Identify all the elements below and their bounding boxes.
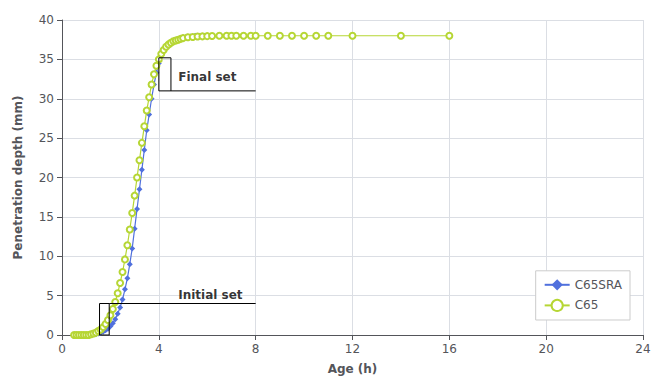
svg-text:35: 35 [39, 52, 54, 66]
svg-text:20: 20 [539, 342, 554, 356]
svg-text:24: 24 [635, 342, 650, 356]
svg-text:0: 0 [46, 328, 54, 342]
svg-text:C65SRA: C65SRA [575, 278, 623, 292]
svg-text:Penetration depth (mm): Penetration depth (mm) [11, 96, 25, 260]
svg-text:4: 4 [155, 342, 163, 356]
svg-text:16: 16 [442, 342, 457, 356]
svg-text:8: 8 [252, 342, 260, 356]
svg-text:40: 40 [39, 13, 54, 27]
svg-text:Age (h): Age (h) [328, 362, 378, 376]
svg-text:12: 12 [345, 342, 360, 356]
svg-text:5: 5 [46, 289, 54, 303]
svg-text:C65: C65 [575, 298, 599, 312]
svg-text:10: 10 [39, 249, 54, 263]
svg-text:Final set: Final set [178, 70, 237, 84]
svg-text:30: 30 [39, 92, 54, 106]
svg-text:0: 0 [58, 342, 66, 356]
svg-text:15: 15 [39, 210, 54, 224]
svg-text:Initial set: Initial set [178, 288, 243, 302]
svg-text:20: 20 [39, 171, 54, 185]
svg-text:25: 25 [39, 131, 54, 145]
